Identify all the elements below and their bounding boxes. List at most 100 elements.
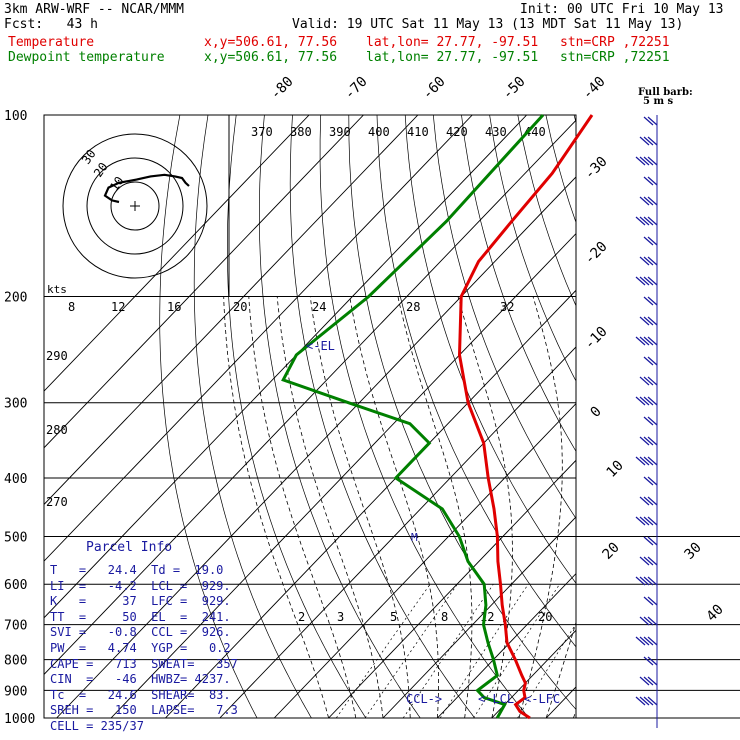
isotherm-line bbox=[655, 115, 740, 718]
wind-barb bbox=[643, 496, 654, 506]
isotherm-line bbox=[44, 119, 576, 676]
mixing-ratio-label: 2 bbox=[298, 610, 305, 624]
wind-barb bbox=[643, 116, 654, 126]
pressure-tick-label: 300 bbox=[4, 397, 27, 412]
wind-barb bbox=[643, 516, 654, 526]
wind-barb bbox=[639, 516, 650, 526]
wind-barb bbox=[643, 536, 654, 546]
pressure-tick-label: 200 bbox=[4, 291, 27, 306]
pressure-tick-label: 700 bbox=[4, 619, 27, 634]
wind-barb bbox=[639, 676, 650, 686]
parcel-info-row: T = 24.4 Td = 19.0 bbox=[50, 563, 224, 577]
wind-barb bbox=[647, 196, 658, 206]
wind-barb bbox=[647, 336, 658, 346]
wind-barb bbox=[647, 116, 658, 126]
theta-label: 400 bbox=[368, 125, 390, 139]
dry-adiabat bbox=[259, 115, 421, 718]
dry-adiabat bbox=[517, 115, 576, 307]
pressure-tick-label: 1000 bbox=[4, 712, 35, 727]
dry-adiabat bbox=[227, 115, 367, 718]
wind-barb bbox=[647, 356, 658, 366]
wind-barb bbox=[643, 216, 654, 226]
mixing-ratio-line bbox=[473, 584, 560, 718]
theta-label: 420 bbox=[446, 125, 468, 139]
dry-adiabat bbox=[404, 115, 576, 584]
mixing-ratio-line bbox=[439, 584, 529, 718]
hodograph-ring-label: 30 bbox=[79, 147, 99, 167]
dry-adiabat bbox=[659, 115, 740, 731]
mixing-ratio-label: 5 bbox=[390, 610, 397, 624]
theta-label: 410 bbox=[407, 125, 429, 139]
dry-adiabat bbox=[159, 115, 258, 718]
theta-label: 380 bbox=[290, 125, 312, 139]
parcel-info-row: LI = -4.2 LCL = 929. bbox=[50, 578, 231, 593]
isotherm-line bbox=[545, 686, 576, 718]
dry-adiabat bbox=[545, 115, 576, 224]
wind-barb bbox=[647, 536, 658, 546]
isotherm-label: 10 bbox=[604, 458, 627, 481]
wind-barb bbox=[639, 316, 650, 326]
wind-barb bbox=[635, 456, 646, 466]
wind-key-label: Full barb: bbox=[638, 87, 693, 98]
moist-adiabat bbox=[457, 296, 513, 718]
isotherm-line bbox=[273, 402, 576, 718]
isotherm-label: -50 bbox=[500, 74, 529, 103]
isotherm-label: 40 bbox=[704, 602, 727, 625]
wind-barb bbox=[639, 216, 650, 226]
lfc-annotation: <-LFC bbox=[524, 692, 560, 706]
wind-barb bbox=[639, 396, 650, 406]
wind-barb bbox=[643, 596, 654, 606]
wind-barb bbox=[643, 396, 654, 406]
dewpoint-xy: x,y=506.61, 77.56 bbox=[204, 50, 338, 65]
wind-barb bbox=[647, 236, 658, 246]
wind-barb bbox=[643, 576, 654, 586]
hodograph-speed-label: 24 bbox=[312, 300, 326, 314]
wind-barb bbox=[643, 136, 654, 146]
wind-barb bbox=[647, 376, 658, 386]
theta-label: 430 bbox=[485, 125, 507, 139]
theta-label: 280 bbox=[46, 423, 68, 437]
parcel-info-row: K = 37 LFC = 929. bbox=[50, 594, 231, 609]
wind-barb bbox=[647, 576, 658, 586]
isotherm-label: -80 bbox=[268, 74, 297, 103]
wind-barb bbox=[635, 696, 646, 706]
theta-label: 370 bbox=[251, 125, 273, 139]
isotherm-line bbox=[491, 629, 576, 718]
wind-barb bbox=[643, 356, 654, 366]
forecast-hour: Fcst: 43 h bbox=[4, 17, 98, 32]
wind-barb bbox=[647, 556, 658, 566]
parcel-info-row: CAPE = 713 SWEAT= 357 bbox=[50, 656, 238, 671]
wind-barb bbox=[635, 156, 646, 166]
wind-barb bbox=[647, 256, 658, 266]
hodograph-ring bbox=[110, 181, 160, 231]
mixing-ratio-line bbox=[517, 622, 576, 718]
wind-barb bbox=[643, 336, 654, 346]
hodograph-speed-label: 8 bbox=[68, 300, 75, 314]
wind-barb bbox=[643, 196, 654, 206]
isotherm-line bbox=[437, 572, 576, 718]
wind-barb bbox=[635, 396, 646, 406]
wind-key-units: 5 m s bbox=[643, 96, 674, 107]
wind-barb bbox=[647, 596, 658, 606]
wind-barb bbox=[639, 576, 650, 586]
isotherm-line bbox=[110, 232, 576, 718]
dry-adiabat bbox=[193, 115, 312, 718]
valid-time: Valid: 19 UTC Sat 11 May 13 (13 MDT Sat … bbox=[292, 17, 684, 32]
dewpoint-latlon: lat,lon= 27.77, -97.51 bbox=[366, 50, 539, 65]
dry-adiabat bbox=[630, 115, 740, 731]
dry-adiabat bbox=[376, 115, 576, 648]
isotherm-label: -10 bbox=[582, 324, 611, 353]
dewpoint-profile bbox=[281, 113, 545, 719]
wind-barb bbox=[643, 436, 654, 446]
dry-adiabat bbox=[489, 115, 576, 382]
plot-frame bbox=[43, 114, 577, 719]
wind-barb bbox=[643, 276, 654, 286]
dry-adiabat bbox=[715, 115, 740, 731]
wind-barb bbox=[639, 156, 650, 166]
lcl-annotation: <-LCL bbox=[478, 692, 514, 706]
wind-barb bbox=[647, 656, 658, 666]
moist-adiabat bbox=[309, 296, 411, 718]
wind-barb bbox=[639, 696, 650, 706]
hodograph-ring bbox=[62, 133, 208, 279]
